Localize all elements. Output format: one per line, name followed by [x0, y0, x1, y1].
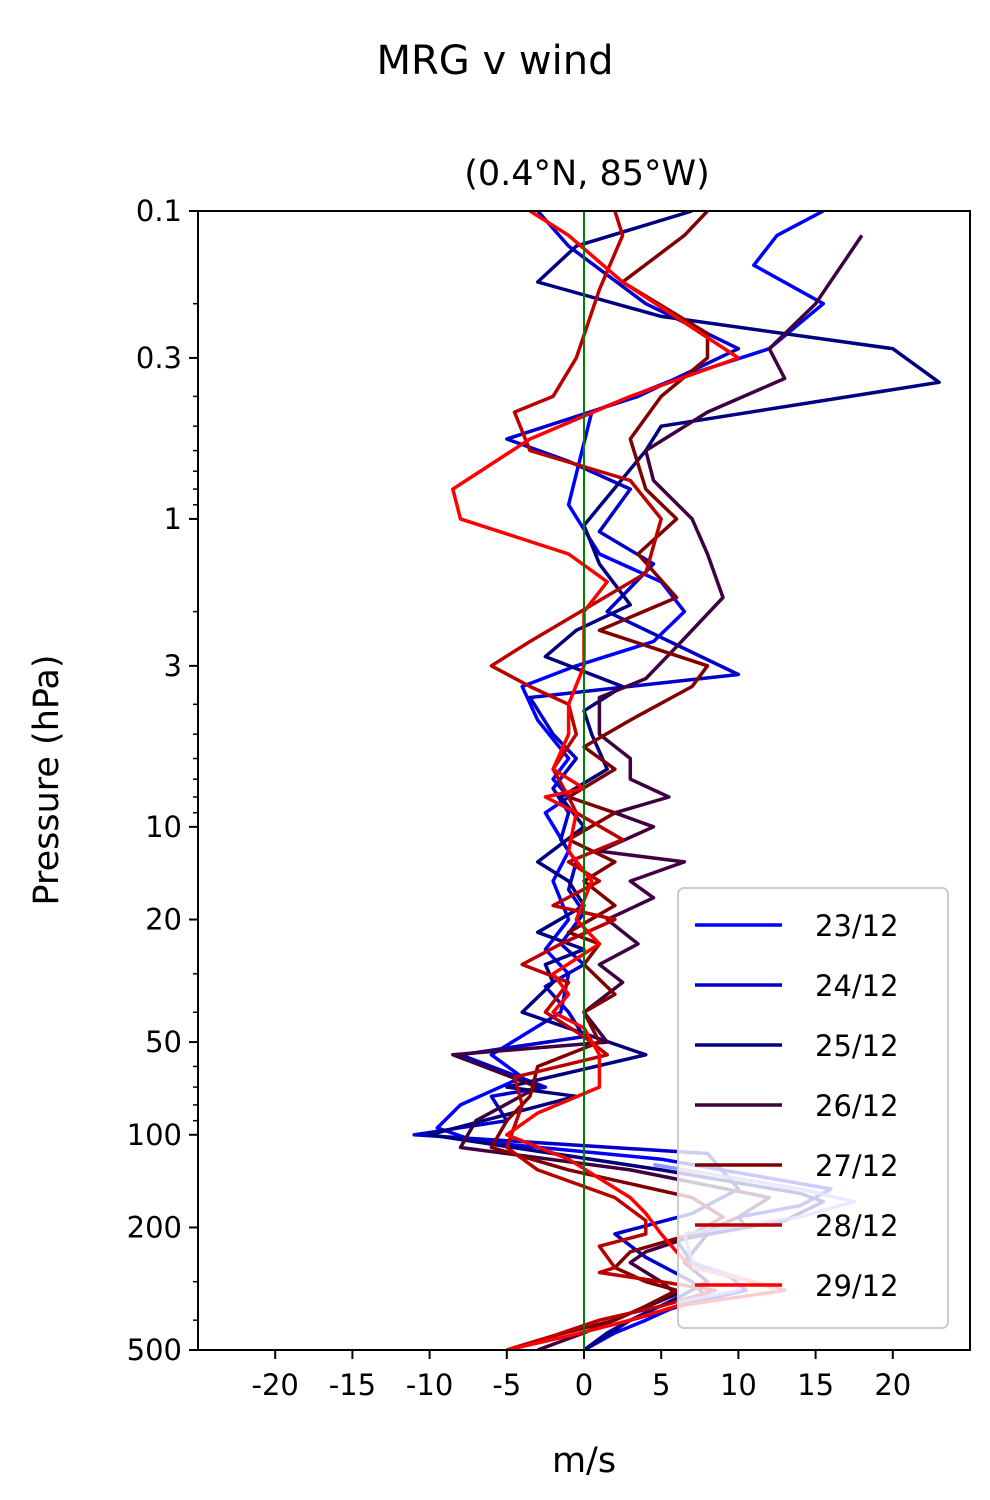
- legend-label: 28/12: [815, 1209, 899, 1243]
- legend-label: 26/12: [815, 1089, 899, 1123]
- x-tick-label: -5: [492, 1368, 521, 1402]
- x-tick-label: -10: [406, 1368, 453, 1402]
- x-axis-label: m/s: [552, 1441, 616, 1481]
- y-minor-ticks: [193, 302, 198, 1321]
- y-tick-label: 200: [127, 1210, 182, 1244]
- y-tick-label: 0.3: [136, 341, 182, 375]
- legend-label: 23/12: [815, 909, 899, 943]
- legend: 23/12 24/12 25/12 26/12 27/12 28/12 29/12: [677, 887, 949, 1329]
- y-tick-label: 1: [164, 502, 182, 536]
- plot-area: -20 -15 -10 -5 0 5 10 15 20 0.1 0.3 1 3 10 20 50 100 200…: [127, 194, 971, 1402]
- legend-box: [677, 887, 949, 1329]
- series-layer: [412, 211, 941, 1350]
- y-axis-label: Pressure (hPa): [27, 654, 67, 905]
- y-tick-label: 10: [145, 810, 182, 844]
- x-tick-label: 10: [720, 1368, 757, 1402]
- x-tick-label: -15: [329, 1368, 376, 1402]
- chart-title: (0.4°N, 85°W): [464, 154, 710, 194]
- y-ticks: 0.1 0.3 1 3 10 20 50 100 200 500: [127, 194, 198, 1367]
- y-tick-label: 50: [145, 1025, 182, 1059]
- legend-label: 27/12: [815, 1149, 899, 1183]
- legend-label: 29/12: [815, 1269, 899, 1303]
- x-tick-label: 0: [575, 1368, 593, 1402]
- legend-label: 25/12: [815, 1029, 899, 1063]
- series-line-28-12: [489, 211, 717, 1350]
- series-line-27-12: [489, 211, 725, 1350]
- x-tick-label: -20: [252, 1368, 299, 1402]
- x-ticks: -20 -15 -10 -5 0 5 10 15 20: [252, 1350, 911, 1402]
- x-tick-label: 20: [874, 1368, 911, 1402]
- legend-label: 24/12: [815, 969, 899, 1003]
- y-tick-label: 3: [164, 649, 182, 683]
- x-tick-label: 5: [652, 1368, 670, 1402]
- y-tick-label: 100: [127, 1118, 182, 1152]
- y-tick-label: 500: [127, 1333, 182, 1367]
- chart-suptitle: MRG v wind: [377, 38, 614, 84]
- y-tick-label: 0.1: [136, 194, 182, 228]
- y-tick-label: 20: [145, 903, 182, 937]
- x-tick-label: 15: [797, 1368, 834, 1402]
